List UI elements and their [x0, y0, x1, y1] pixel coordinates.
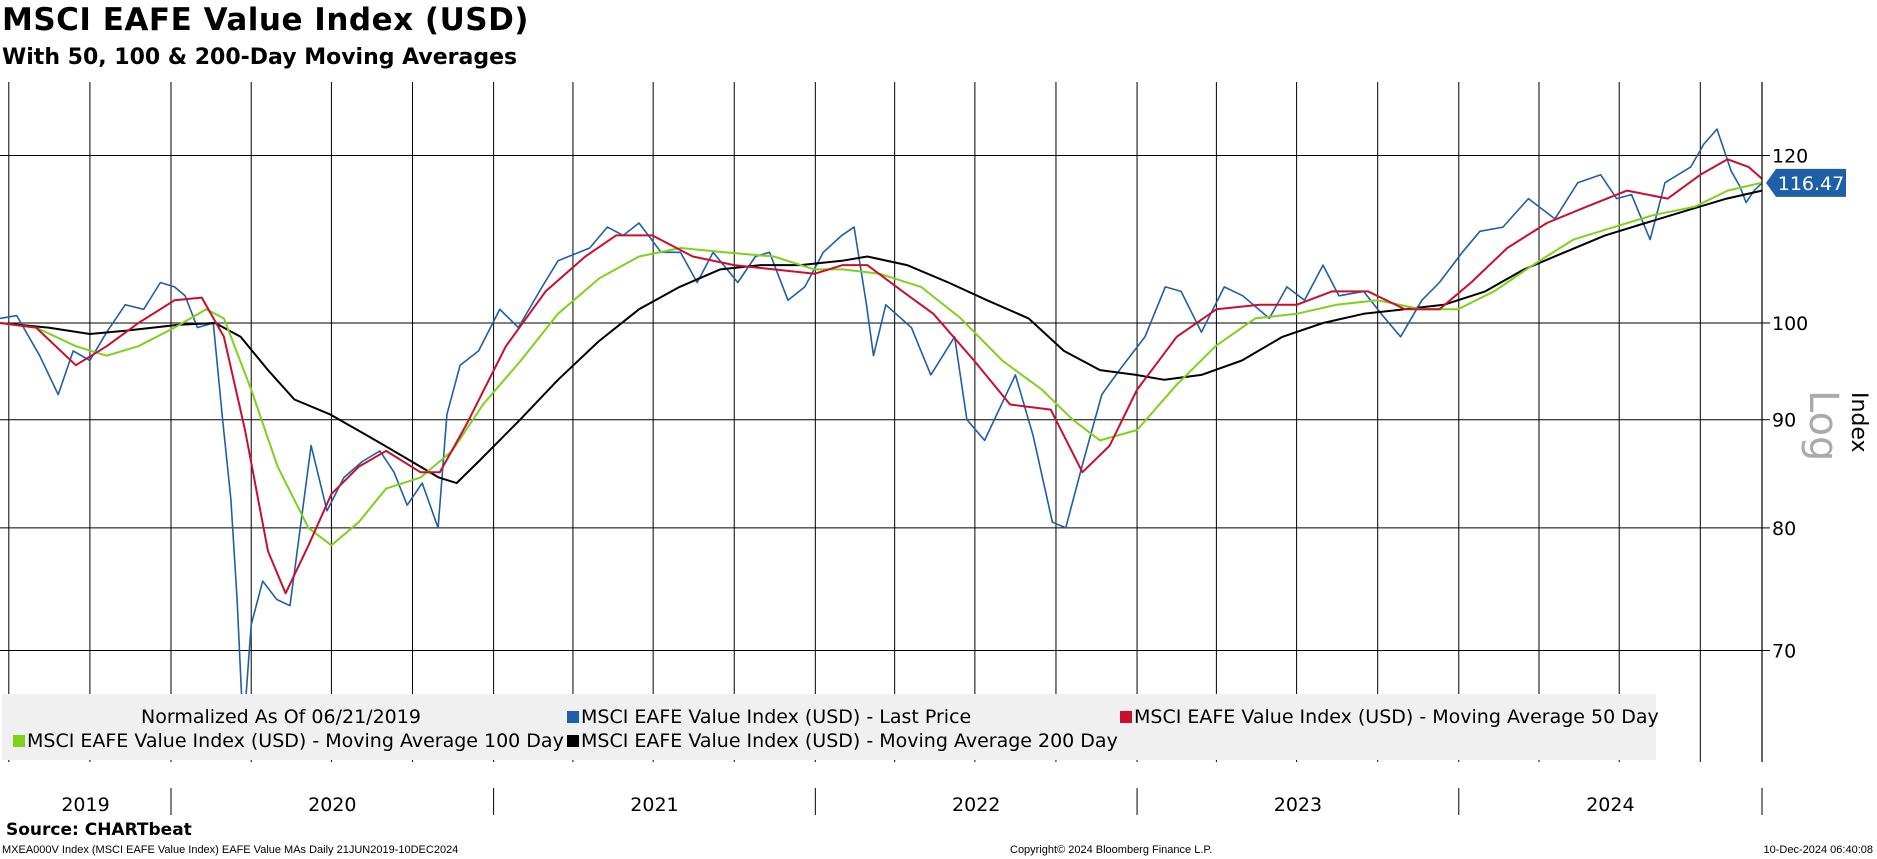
log-scale-label: Log: [1800, 390, 1846, 461]
y-tick-label: 100: [1772, 313, 1808, 335]
series-line: [0, 181, 1763, 547]
y-axis-title: Index: [1846, 392, 1871, 453]
legend-item-ma50: MSCI EAFE Value Index (USD) - Moving Ave…: [1120, 706, 1659, 728]
horizontal-gridlines: [0, 155, 1762, 652]
series-line: [0, 189, 1763, 485]
legend-label-ma100: MSCI EAFE Value Index (USD) - Moving Ave…: [27, 730, 564, 752]
series-lines: [0, 128, 1763, 734]
chart-title: MSCI EAFE Value Index (USD): [2, 2, 529, 38]
legend: Normalized As Of 06/21/2019 MSCI EAFE Va…: [2, 694, 1659, 760]
chart-subtitle: With 50, 100 & 200-Day Moving Averages: [2, 45, 518, 70]
y-tick-label: 80: [1772, 518, 1796, 540]
footer-copyright: Copyright© 2024 Bloomberg Finance L.P.: [1010, 844, 1213, 856]
chart-canvas: 70 80 90 100 120 2019 2020 2021 2022 2023 2024 Inde…: [0, 82, 1871, 815]
legend-item-last-price: MSCI EAFE Value Index (USD) - Last Price: [567, 706, 971, 728]
vertical-gridlines: [8, 82, 1701, 762]
legend-swatch-ma100: [13, 735, 25, 747]
legend-swatch-ma50: [1120, 711, 1132, 723]
x-tick-label: 2023: [1274, 794, 1322, 815]
legend-item-ma100: MSCI EAFE Value Index (USD) - Moving Ave…: [13, 730, 564, 752]
x-tick-label: 2020: [308, 794, 356, 815]
legend-swatch-ma200: [567, 735, 579, 747]
source-label: Source: CHARTbeat: [6, 820, 192, 840]
x-tick-label: 2024: [1586, 794, 1634, 815]
y-tick-label: 120: [1772, 146, 1808, 168]
legend-note: Normalized As Of 06/21/2019: [141, 706, 421, 728]
footer-timestamp: 10-Dec-2024 06:40:08: [1763, 844, 1873, 856]
y-tick-label: 90: [1772, 410, 1796, 432]
series-line: [0, 128, 1763, 734]
legend-label-ma200: MSCI EAFE Value Index (USD) - Moving Ave…: [581, 730, 1118, 752]
last-value-label: 116.47: [1778, 173, 1844, 195]
legend-label-ma50: MSCI EAFE Value Index (USD) - Moving Ave…: [1134, 706, 1659, 728]
x-tick-label: 2021: [630, 794, 678, 815]
series-line: [0, 158, 1763, 595]
y-tick-label: 70: [1772, 641, 1796, 663]
legend-swatch-last-price: [567, 711, 579, 723]
last-value-tag: [1766, 168, 1846, 197]
axes: 70 80 90 100 120 2019 2020 2021 2022 2023 2024 Inde…: [61, 82, 1871, 815]
footer-index-info: MXEA000V Index (MSCI EAFE Value Index) E…: [2, 844, 459, 856]
x-tick-label: 2022: [952, 794, 1000, 815]
legend-label-last-price: MSCI EAFE Value Index (USD) - Last Price: [581, 706, 972, 728]
x-tick-label: 2019: [61, 794, 109, 815]
legend-item-ma200: MSCI EAFE Value Index (USD) - Moving Ave…: [567, 730, 1118, 752]
